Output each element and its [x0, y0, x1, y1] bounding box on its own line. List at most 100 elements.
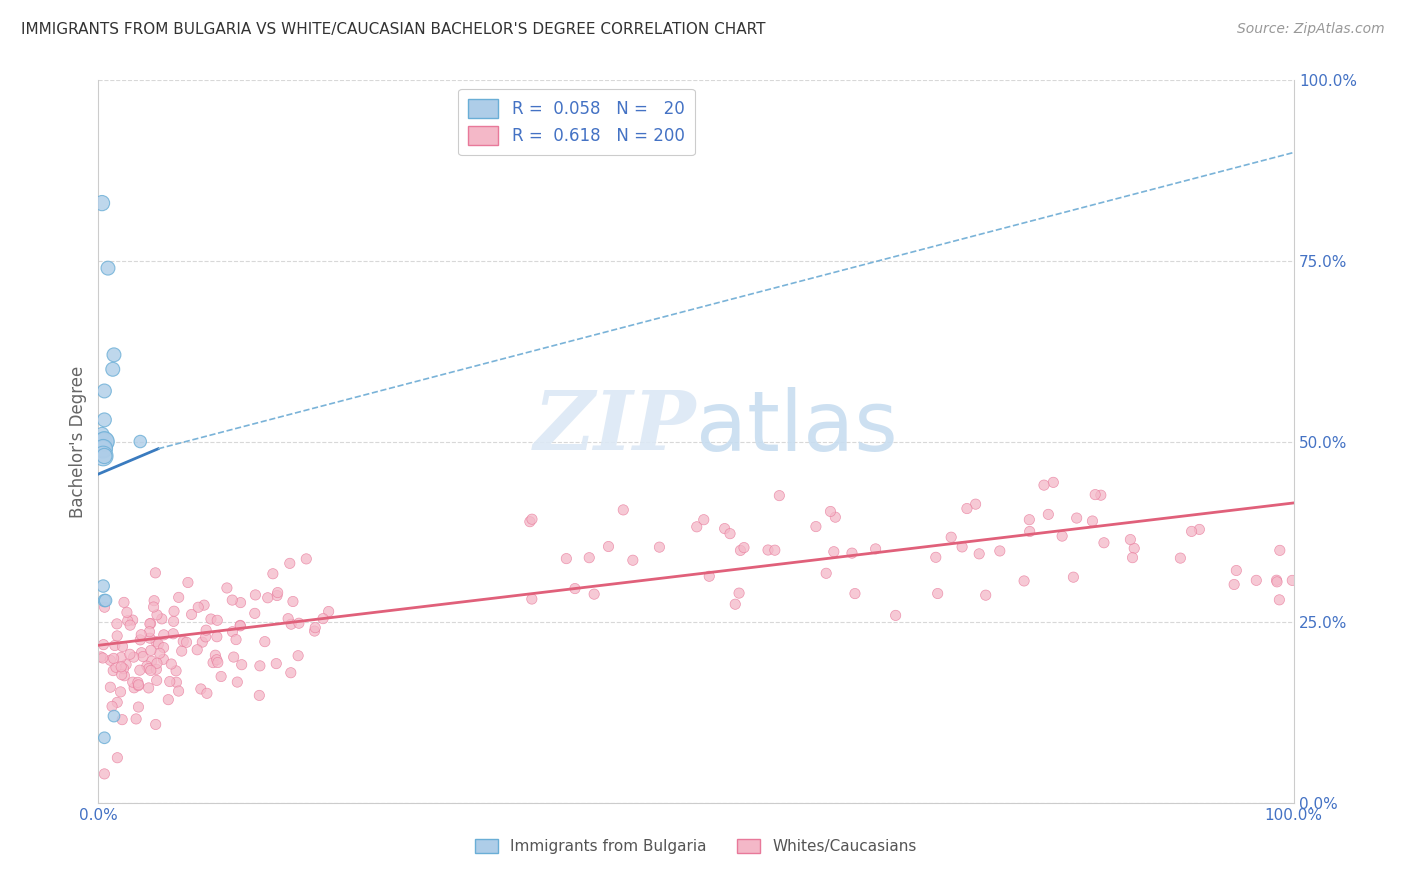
Point: [193, 598, 215, 612]
Point: [93, 434, 115, 449]
Point: [91, 651, 114, 665]
Point: [564, 582, 586, 596]
Point: [145, 673, 167, 688]
Point: [266, 585, 288, 599]
Point: [127, 675, 149, 690]
Point: [93, 767, 115, 781]
Point: [967, 547, 990, 561]
Point: [139, 616, 162, 631]
Point: [1246, 574, 1268, 588]
Point: [103, 709, 125, 723]
Point: [190, 681, 212, 696]
Point: [1081, 514, 1104, 528]
Point: [167, 591, 190, 605]
Point: [621, 553, 644, 567]
Point: [148, 637, 170, 651]
Point: [280, 617, 302, 632]
Text: Source: ZipAtlas.com: Source: ZipAtlas.com: [1237, 22, 1385, 37]
Point: [247, 689, 270, 703]
Point: [101, 699, 124, 714]
Point: [127, 700, 149, 714]
Point: [950, 540, 973, 554]
Point: [200, 612, 222, 626]
Point: [139, 631, 162, 645]
Point: [1084, 487, 1107, 501]
Point: [815, 566, 838, 581]
Point: [159, 674, 181, 689]
Point: [93, 593, 115, 607]
Point: [925, 550, 948, 565]
Y-axis label: Bachelor's Degree: Bachelor's Degree: [69, 366, 87, 517]
Point: [104, 660, 127, 674]
Point: [110, 650, 132, 665]
Point: [266, 589, 288, 603]
Point: [122, 650, 145, 665]
Point: [598, 540, 620, 554]
Point: [180, 607, 202, 622]
Point: [768, 489, 790, 503]
Point: [956, 501, 979, 516]
Point: [1012, 574, 1035, 588]
Point: [229, 619, 252, 633]
Point: [105, 616, 128, 631]
Point: [520, 592, 543, 607]
Point: [93, 638, 115, 652]
Point: [145, 717, 167, 731]
Point: [304, 621, 326, 635]
Point: [249, 658, 271, 673]
Point: [111, 667, 134, 681]
Point: [141, 654, 163, 668]
Point: [104, 639, 127, 653]
Point: [295, 552, 318, 566]
Point: [612, 503, 634, 517]
Point: [205, 653, 228, 667]
Point: [103, 664, 125, 678]
Point: [1170, 551, 1192, 566]
Point: [844, 586, 866, 600]
Point: [1223, 577, 1246, 591]
Point: [117, 614, 139, 628]
Point: [165, 664, 187, 678]
Point: [139, 664, 162, 678]
Point: [287, 648, 309, 663]
Point: [105, 629, 128, 643]
Point: [941, 530, 963, 544]
Point: [127, 679, 149, 693]
Point: [187, 600, 209, 615]
Point: [718, 526, 741, 541]
Point: [1188, 523, 1211, 537]
Point: [157, 692, 180, 706]
Point: [105, 750, 128, 764]
Text: ZIP: ZIP: [533, 387, 696, 467]
Point: [128, 663, 150, 677]
Point: [686, 520, 709, 534]
Point: [519, 515, 541, 529]
Point: [145, 662, 167, 676]
Point: [91, 434, 114, 449]
Point: [125, 712, 148, 726]
Point: [93, 434, 115, 449]
Point: [841, 546, 863, 560]
Point: [728, 586, 751, 600]
Point: [194, 630, 217, 644]
Point: [215, 581, 238, 595]
Point: [112, 669, 135, 683]
Point: [280, 665, 302, 680]
Point: [1038, 508, 1060, 522]
Point: [139, 643, 162, 657]
Point: [823, 545, 845, 559]
Point: [1180, 524, 1202, 539]
Point: [160, 657, 183, 671]
Point: [520, 512, 543, 526]
Point: [1062, 570, 1084, 584]
Point: [101, 362, 124, 376]
Point: [1018, 524, 1040, 539]
Point: [756, 543, 779, 558]
Point: [733, 541, 755, 555]
Point: [278, 557, 301, 571]
Point: [135, 659, 157, 673]
Point: [804, 519, 827, 533]
Point: [730, 543, 752, 558]
Point: [277, 612, 299, 626]
Point: [93, 731, 115, 745]
